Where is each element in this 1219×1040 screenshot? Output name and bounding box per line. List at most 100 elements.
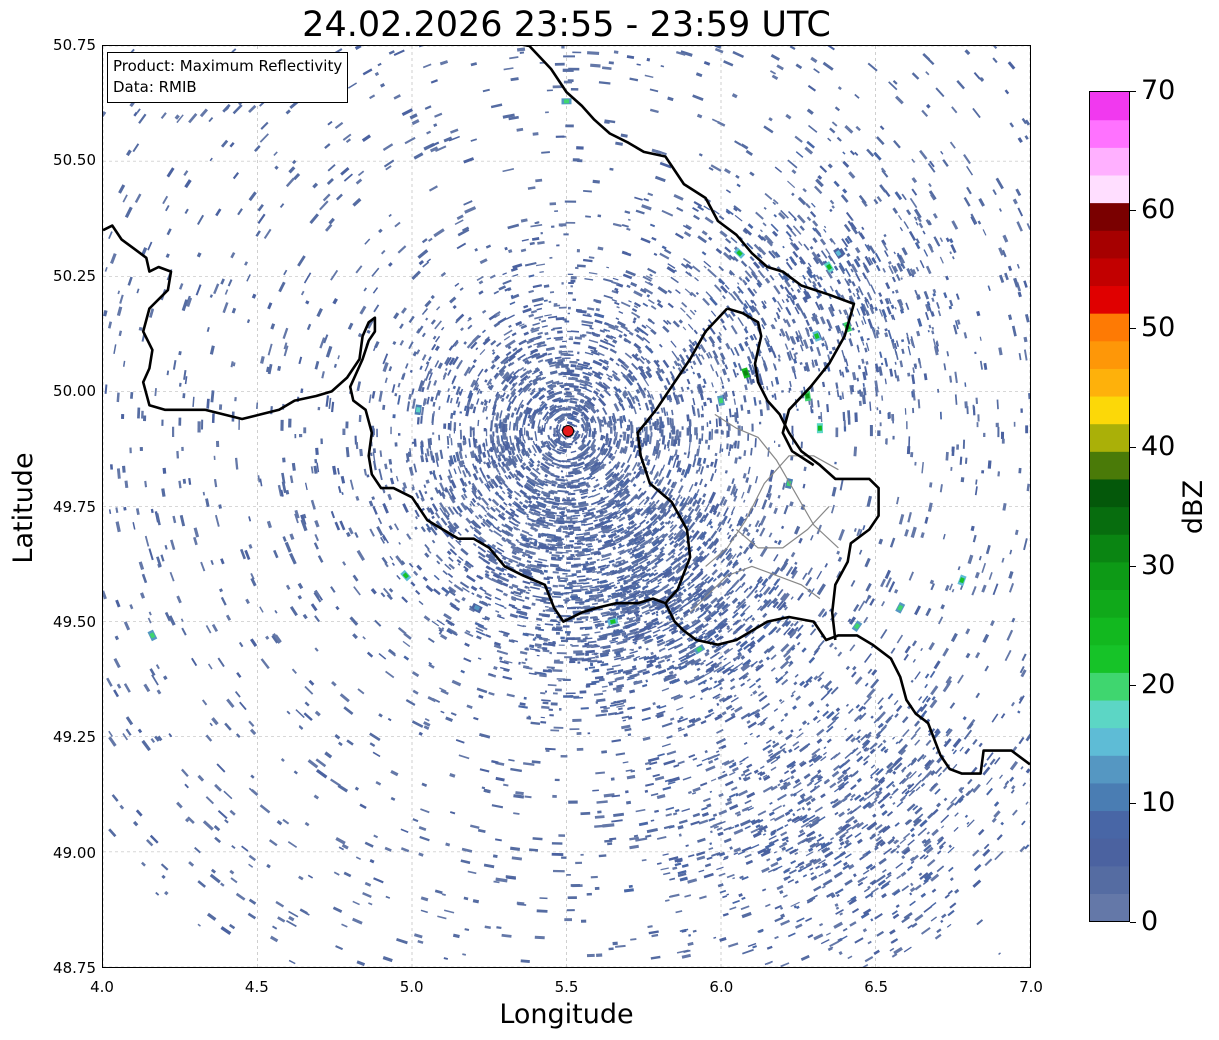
echo-pixel — [773, 814, 785, 822]
echo-pixel — [248, 544, 253, 549]
echo-pixel — [570, 276, 577, 280]
echo-pixel — [679, 307, 686, 313]
echo-pixel — [213, 478, 218, 488]
echo-pixel — [726, 595, 731, 601]
echo-pixel — [899, 360, 904, 368]
echo-pixel — [866, 688, 876, 699]
radar-map[interactable] — [102, 45, 1031, 968]
echo-pixel — [667, 289, 673, 294]
echo-pixel — [269, 935, 279, 943]
echo-pixel — [176, 595, 182, 604]
echo-pixel — [567, 483, 571, 486]
echo-pixel — [448, 345, 454, 351]
echo-pixel — [160, 863, 169, 871]
echo-pixel — [1024, 135, 1029, 140]
echo-pixel — [611, 739, 622, 743]
radar-map-canvas — [103, 46, 1030, 967]
echo-pixel — [1001, 438, 1005, 444]
echo-pixel — [646, 662, 653, 667]
echo-pixel — [577, 639, 587, 643]
echo-pixel — [709, 525, 714, 529]
echo-pixel — [948, 583, 954, 591]
echo-pixel — [626, 453, 633, 463]
echo-pixel — [597, 446, 601, 451]
echo-pixel — [925, 103, 931, 109]
echo-pixel — [220, 558, 225, 565]
echo-pixel — [936, 340, 940, 347]
echo-pixel — [647, 298, 655, 305]
echo-pixel — [580, 432, 584, 439]
echo-pixel — [706, 422, 709, 428]
echo-pixel — [715, 418, 718, 428]
echo-pixel — [617, 510, 622, 514]
echo-pixel — [813, 646, 821, 654]
echo-pixel — [338, 846, 345, 851]
echo-pixel — [676, 466, 680, 473]
echo-pixel — [813, 68, 820, 74]
echo-pixel — [281, 481, 287, 494]
echo-pixel — [479, 536, 487, 543]
echo-pixel — [367, 319, 374, 329]
echo-pixel — [816, 738, 823, 744]
echo-pixel — [595, 771, 605, 775]
echo-pixel — [607, 329, 611, 332]
echo-pixel — [684, 894, 692, 898]
echo-pixel — [856, 528, 861, 537]
echo-pixel — [379, 82, 386, 88]
echo-pixel — [109, 464, 113, 470]
echo-pixel — [141, 861, 146, 867]
echo-pixel — [1017, 137, 1023, 144]
echo-pixel — [675, 910, 683, 914]
echo-pixel — [390, 426, 392, 435]
echo-pixel — [847, 863, 855, 870]
echo-pixel — [938, 844, 944, 850]
echo-pixel — [431, 515, 435, 520]
echo-pixel — [406, 533, 412, 540]
echo-pixel — [555, 521, 559, 524]
echo-pixel — [643, 377, 650, 387]
echo-pixel — [314, 458, 318, 464]
echo-pixel — [927, 502, 933, 512]
echo-pixel — [519, 51, 525, 54]
echo-pixel — [992, 583, 999, 596]
echo-pixel — [1006, 629, 1014, 641]
echo-pixel — [428, 237, 433, 242]
echo-pixel — [644, 74, 654, 79]
echo-pixel — [936, 802, 942, 808]
echo-pixel — [659, 546, 665, 552]
echo-pixel — [708, 166, 714, 171]
echo-pixel — [494, 838, 502, 842]
echo-pixel — [860, 733, 868, 741]
echo-pixel — [505, 428, 508, 431]
echo-pixel — [793, 620, 799, 627]
echo-pixel — [116, 468, 121, 479]
echo-pixel — [794, 135, 803, 143]
echo-pixel — [137, 407, 141, 419]
echo-pixel — [464, 642, 470, 648]
echo-pixel — [421, 782, 428, 787]
echo-pixel — [660, 501, 668, 511]
echo-pixel — [754, 476, 759, 484]
echo-pixel — [455, 451, 461, 462]
echo-pixel — [813, 755, 823, 764]
echo-pixel — [921, 109, 929, 118]
echo-pixel — [591, 370, 601, 377]
echo-pixel — [972, 404, 975, 410]
echo-pixel — [661, 421, 665, 429]
echo-pixel — [556, 466, 560, 469]
echo-pixel — [549, 426, 552, 430]
echo-pixel — [479, 349, 486, 356]
echo-pixel — [467, 324, 473, 330]
echo-pixel — [595, 478, 599, 482]
echo-pixel — [496, 541, 503, 547]
echo-pixel — [966, 406, 969, 415]
echo-pixel — [1025, 768, 1030, 774]
echo-pixel — [557, 556, 563, 560]
echo-pixel — [614, 391, 620, 398]
echo-pixel — [470, 62, 478, 67]
echo-pixel — [260, 356, 265, 364]
echo-pixel — [846, 252, 851, 258]
echo-pixel — [817, 608, 826, 618]
echo-pixel — [920, 927, 931, 935]
echo-pixel — [484, 925, 491, 929]
